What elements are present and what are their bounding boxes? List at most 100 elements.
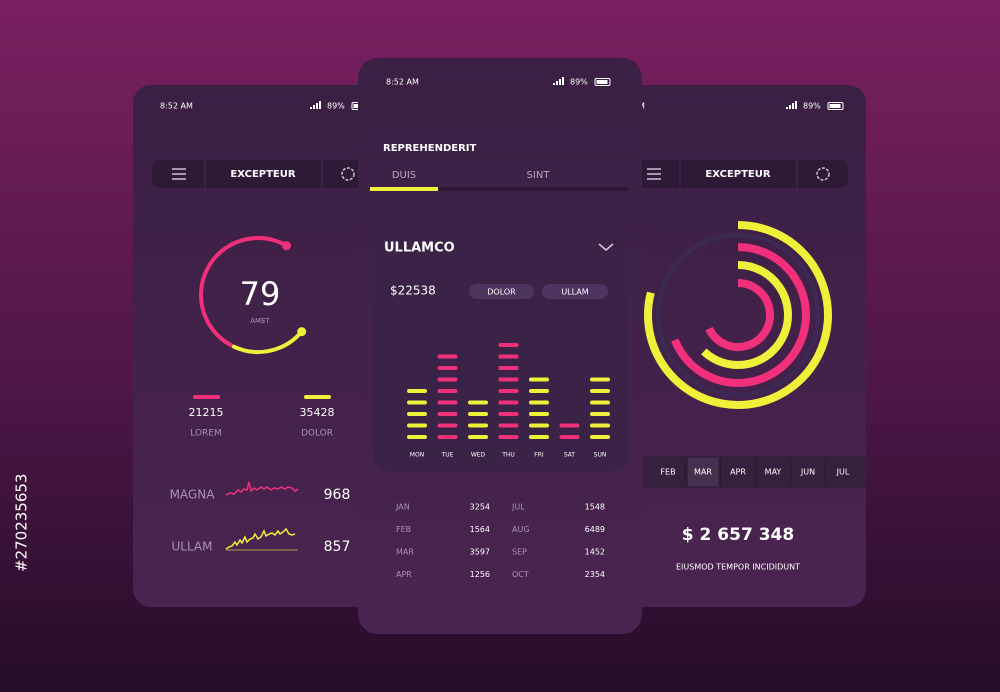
table-month: APR [396,570,412,579]
stat-bar [304,395,331,399]
signal-bar [313,105,315,109]
bar-segment [437,354,458,359]
bar-segment [498,435,519,439]
chip-label[interactable]: DOLOR [487,288,516,297]
month-tab[interactable]: JUL [836,468,850,477]
table-month: SEP [512,548,527,557]
ring [701,261,792,369]
bar-segment [590,435,610,439]
status-time: 8:52 AM [160,102,193,111]
gauge-arc [231,329,304,354]
settings-button[interactable] [341,167,355,181]
table-month: AUG [512,525,530,534]
x-tick-label: SUN [594,452,607,459]
stat-bar [193,395,220,399]
table-month: JUL [511,503,525,512]
month-tab[interactable]: FEB [660,468,675,477]
bar-segment [468,412,488,416]
status-time: 8:52 AM [386,78,419,87]
menu-button[interactable] [172,168,186,180]
signal-bar [786,107,788,109]
table-month: MAR [396,548,414,557]
stat-value: 35428 [300,406,335,419]
month-tab[interactable]: MAY [765,468,782,477]
table-value: 3597 [470,548,490,557]
menu-button[interactable] [647,168,661,180]
battery-icon [594,78,611,86]
bar-segment [590,389,610,393]
phone-body [133,85,378,607]
nav-bar [152,160,382,188]
nav-title: EXCEPTEUR [230,169,295,180]
table-value: 1256 [470,570,490,579]
row-label: MAGNA [170,488,216,502]
signal-bar [553,83,555,85]
signal-bar [792,103,794,109]
bar-segment [437,400,458,405]
bar-segment [498,354,519,359]
x-tick-label: WED [471,452,486,459]
bar-segment [529,412,549,416]
bar-segment [498,412,519,416]
bar-segment [590,377,610,382]
sparkline [225,481,299,496]
expand-chevron[interactable] [598,243,614,252]
month-tab[interactable]: JUN [800,468,815,477]
nav-bar [628,160,848,188]
bar-segment [590,400,610,405]
table-value: 2354 [585,570,605,579]
bar [468,400,488,439]
stat-label: LOREM [190,429,221,439]
tab[interactable]: DUIS [392,170,416,181]
bar [559,423,580,439]
month-highlight [688,458,718,486]
ring-track [656,233,820,397]
status-battery: 89% [803,102,821,111]
signal-bar [795,101,797,109]
chip[interactable] [469,284,534,299]
battery-icon [827,102,844,110]
signal-bar [310,107,312,109]
bar [498,343,519,439]
bar-segment [559,423,580,428]
chip-label[interactable]: ULLAM [561,288,588,297]
chip[interactable] [542,284,608,299]
row-label: ULLAM [172,540,213,554]
month-tab[interactable]: APR [730,468,746,477]
gauge-dot [297,327,307,337]
signal-bar [789,105,791,109]
bar-segment [590,423,610,428]
x-tick-label: THU [501,452,515,459]
bar-segment [437,377,458,382]
x-tick-label: MON [410,452,424,459]
x-tick-label: SAT [564,452,576,459]
settings-button[interactable] [816,167,830,181]
section-header: REPREHENDERIT [383,143,477,154]
bar-segment [498,343,519,347]
table-month: OCT [512,570,529,579]
signal-bar [556,81,558,85]
stock-id: #270235653 [13,474,31,572]
card-amount: $22538 [390,284,436,298]
ring [671,243,810,387]
bar-segment [498,377,519,382]
x-tick-label: FRI [534,452,544,459]
bar [590,377,610,439]
bar [529,377,549,439]
table-month: JAN [395,503,410,512]
signal-bar [562,77,564,85]
bar-segment [437,412,458,416]
bar-segment [498,389,519,393]
month-tab[interactable]: MAR [694,468,712,477]
bar-segment [590,412,610,416]
gauge-arc [199,236,289,349]
gauge-label: AMET [250,317,270,325]
table-value: 1548 [585,503,605,512]
ring [705,279,774,351]
bar-segment [498,400,519,405]
tab[interactable]: SINT [527,170,551,181]
total-caption: EIUSMOD TEMPOR INCIDIDUNT [676,563,800,572]
table-value: 1564 [470,525,490,534]
bar-segment [468,435,488,439]
center-phone: 8:52 AM 89% REPREHENDERIT DUIS SINT ULLAMCO $2… [358,58,642,634]
